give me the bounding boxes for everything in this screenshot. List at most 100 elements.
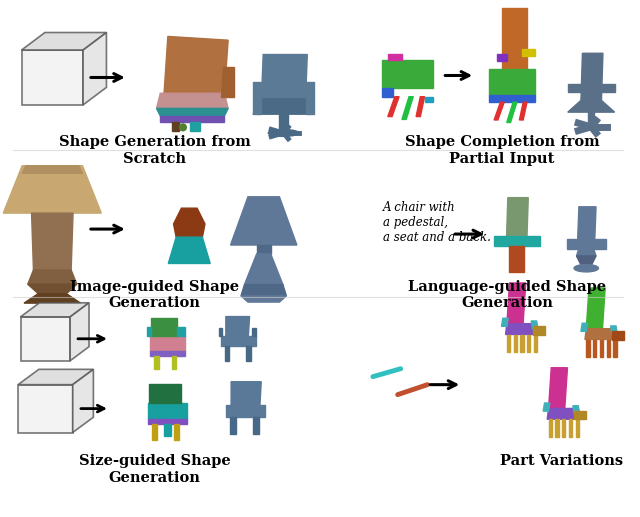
Polygon shape bbox=[593, 340, 596, 357]
Polygon shape bbox=[522, 49, 534, 56]
Circle shape bbox=[595, 131, 598, 135]
Polygon shape bbox=[262, 54, 307, 99]
Polygon shape bbox=[157, 109, 228, 116]
Polygon shape bbox=[514, 334, 517, 352]
Polygon shape bbox=[246, 346, 251, 361]
Polygon shape bbox=[586, 288, 605, 329]
Polygon shape bbox=[148, 419, 187, 424]
Polygon shape bbox=[160, 116, 225, 121]
Polygon shape bbox=[22, 166, 83, 173]
Polygon shape bbox=[613, 340, 616, 357]
Polygon shape bbox=[607, 340, 610, 357]
Text: Shape Generation from
Scratch: Shape Generation from Scratch bbox=[59, 135, 250, 165]
Polygon shape bbox=[566, 239, 606, 249]
Polygon shape bbox=[174, 424, 179, 440]
Polygon shape bbox=[22, 33, 106, 50]
Polygon shape bbox=[520, 334, 524, 352]
Polygon shape bbox=[507, 102, 517, 123]
Polygon shape bbox=[231, 382, 261, 405]
Polygon shape bbox=[168, 237, 210, 264]
Polygon shape bbox=[509, 247, 524, 272]
Text: Part Variations: Part Variations bbox=[500, 454, 623, 468]
Polygon shape bbox=[70, 303, 89, 361]
Polygon shape bbox=[244, 254, 283, 284]
Text: Shape Completion from
Partial Input: Shape Completion from Partial Input bbox=[404, 135, 599, 165]
Polygon shape bbox=[226, 405, 265, 417]
Polygon shape bbox=[581, 53, 603, 100]
Polygon shape bbox=[568, 100, 614, 112]
Polygon shape bbox=[152, 424, 157, 440]
Polygon shape bbox=[164, 424, 171, 436]
Polygon shape bbox=[28, 284, 77, 294]
Polygon shape bbox=[527, 334, 531, 352]
Polygon shape bbox=[252, 328, 255, 336]
Polygon shape bbox=[241, 284, 287, 296]
Polygon shape bbox=[494, 236, 540, 247]
Polygon shape bbox=[573, 406, 580, 414]
Polygon shape bbox=[543, 403, 550, 411]
Polygon shape bbox=[28, 270, 77, 284]
Polygon shape bbox=[226, 316, 250, 336]
Ellipse shape bbox=[574, 265, 598, 272]
Polygon shape bbox=[532, 326, 545, 334]
Polygon shape bbox=[507, 283, 526, 324]
Polygon shape bbox=[221, 67, 234, 97]
Polygon shape bbox=[574, 411, 586, 419]
Polygon shape bbox=[230, 417, 236, 434]
Polygon shape bbox=[602, 84, 614, 92]
Polygon shape bbox=[306, 82, 314, 114]
Polygon shape bbox=[489, 69, 534, 95]
Polygon shape bbox=[506, 197, 528, 236]
Polygon shape bbox=[600, 340, 603, 357]
Polygon shape bbox=[382, 88, 394, 97]
Polygon shape bbox=[172, 121, 179, 131]
Polygon shape bbox=[172, 356, 177, 369]
Circle shape bbox=[577, 129, 580, 132]
Circle shape bbox=[595, 119, 598, 123]
Polygon shape bbox=[148, 403, 187, 419]
Polygon shape bbox=[219, 328, 222, 336]
Polygon shape bbox=[578, 207, 596, 239]
Polygon shape bbox=[585, 329, 618, 340]
Polygon shape bbox=[506, 324, 538, 334]
Polygon shape bbox=[149, 384, 180, 403]
Ellipse shape bbox=[268, 130, 299, 136]
Polygon shape bbox=[556, 419, 559, 437]
Polygon shape bbox=[280, 114, 287, 133]
Polygon shape bbox=[575, 419, 579, 437]
Polygon shape bbox=[154, 356, 159, 369]
Polygon shape bbox=[586, 340, 589, 357]
Polygon shape bbox=[568, 84, 581, 92]
Polygon shape bbox=[569, 419, 572, 437]
Polygon shape bbox=[150, 351, 185, 356]
Polygon shape bbox=[497, 54, 507, 62]
Polygon shape bbox=[230, 197, 297, 245]
Polygon shape bbox=[531, 321, 538, 329]
Polygon shape bbox=[31, 213, 73, 270]
Polygon shape bbox=[83, 33, 106, 105]
Circle shape bbox=[577, 121, 580, 125]
Polygon shape bbox=[191, 121, 200, 131]
Polygon shape bbox=[24, 294, 81, 303]
Polygon shape bbox=[388, 97, 399, 116]
Polygon shape bbox=[562, 419, 565, 437]
Polygon shape bbox=[494, 102, 504, 120]
Polygon shape bbox=[402, 97, 413, 119]
Polygon shape bbox=[253, 99, 314, 114]
Polygon shape bbox=[577, 249, 596, 256]
Polygon shape bbox=[177, 327, 185, 336]
Polygon shape bbox=[73, 369, 93, 433]
Text: Image-guided Shape
Generation: Image-guided Shape Generation bbox=[70, 280, 239, 310]
Polygon shape bbox=[581, 323, 588, 331]
Polygon shape bbox=[588, 112, 594, 127]
Polygon shape bbox=[502, 318, 508, 326]
Polygon shape bbox=[416, 97, 424, 116]
Polygon shape bbox=[253, 82, 262, 114]
Polygon shape bbox=[612, 331, 624, 340]
Text: A chair with
a pedestal,
a seat and a back.: A chair with a pedestal, a seat and a ba… bbox=[383, 201, 491, 244]
Polygon shape bbox=[173, 208, 205, 237]
Polygon shape bbox=[547, 408, 580, 419]
Polygon shape bbox=[225, 346, 229, 361]
Polygon shape bbox=[507, 334, 510, 352]
Polygon shape bbox=[157, 93, 228, 109]
